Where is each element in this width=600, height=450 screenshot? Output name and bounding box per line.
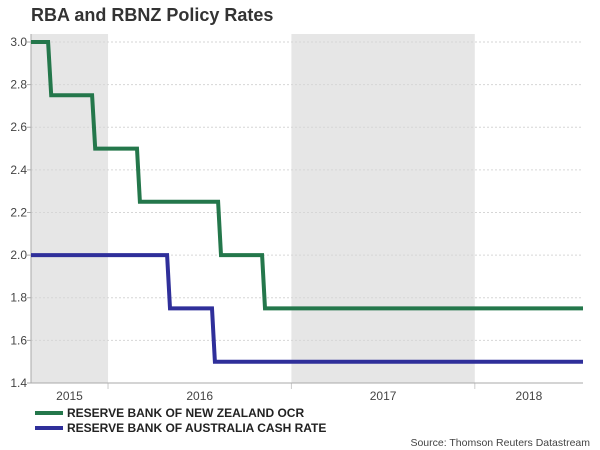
year-band-2015 (31, 34, 109, 383)
y-tick-label: 2.6 (10, 120, 27, 134)
x-tick-label: 2017 (370, 389, 397, 403)
legend-label-rba: RESERVE BANK OF AUSTRALIA CASH RATE (67, 421, 327, 435)
legend-item-rbnz: RESERVE BANK OF NEW ZEALAND OCR (35, 406, 304, 420)
source-note: Source: Thomson Reuters Datastream (410, 437, 590, 449)
y-tick-label: 2.8 (10, 78, 27, 92)
y-tick-label: 2.0 (10, 248, 27, 262)
series-line-rba (31, 253, 583, 364)
y-tick-label: 3.0 (10, 35, 27, 49)
legend-swatch-rbnz (35, 411, 63, 415)
y-tick-label: 1.8 (10, 291, 27, 305)
y-tick-label: 2.4 (10, 163, 27, 177)
series-line-rbnz (31, 40, 583, 311)
chart-title: RBA and RBNZ Policy Rates (31, 5, 274, 25)
x-tick-label: 2016 (186, 389, 213, 403)
x-tick-label: 2015 (56, 389, 83, 403)
legend-label-rbnz: RESERVE BANK OF NEW ZEALAND OCR (67, 406, 305, 420)
y-tick-label: 2.2 (10, 205, 27, 219)
x-tick-label: 2018 (516, 389, 543, 403)
y-tick-label: 1.6 (10, 333, 27, 347)
y-tick-label: 1.4 (10, 376, 27, 390)
legend-swatch-rba (35, 426, 63, 430)
legend-item-rba: RESERVE BANK OF AUSTRALIA CASH RATE (35, 421, 326, 435)
year-band-2017 (291, 34, 475, 383)
